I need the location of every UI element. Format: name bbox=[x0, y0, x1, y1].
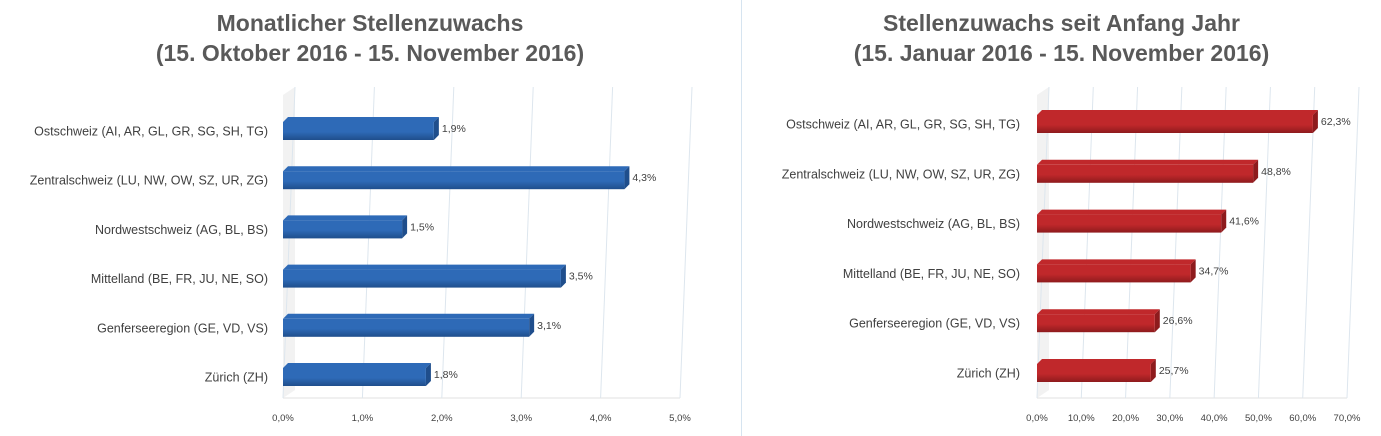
bar-top-face bbox=[283, 313, 535, 319]
bar-value-label: 1,5% bbox=[410, 221, 434, 233]
bar-top-face bbox=[1037, 110, 1318, 115]
gridline bbox=[600, 86, 614, 399]
bar-value-label: 4,3% bbox=[632, 172, 656, 184]
chart-left: Monatlicher Stellenzuwachs (15. Oktober … bbox=[0, 8, 740, 424]
x-tick-label: 70,0% bbox=[1334, 413, 1361, 424]
chart-title-line-2: (15. Oktober 2016 - 15. November 2016) bbox=[155, 40, 585, 66]
bar bbox=[1037, 364, 1151, 382]
bar-value-label: 1,9% bbox=[442, 123, 466, 135]
gridline bbox=[1302, 86, 1316, 399]
bar-value-label: 41,6% bbox=[1229, 216, 1259, 228]
bar bbox=[283, 220, 403, 239]
category-label: Nordwestschweiz (AG, BL, BS) bbox=[95, 223, 268, 237]
bar-top-face bbox=[283, 264, 566, 270]
x-tick-label: 0,0% bbox=[1026, 413, 1048, 424]
bar-top-face bbox=[1037, 159, 1259, 165]
x-tick-label: 0,0% bbox=[272, 413, 294, 424]
bar-top-face bbox=[283, 117, 439, 122]
category-label: Genferseeregion (GE, VD, VS) bbox=[97, 321, 268, 335]
gridline bbox=[1257, 86, 1271, 399]
bar-end-face bbox=[1312, 110, 1318, 133]
x-tick-label: 20,0% bbox=[1112, 413, 1139, 424]
bar-end-face bbox=[624, 166, 630, 190]
category-label: Ostschweiz (AI, AR, GL, GR, SG, SH, TG) bbox=[34, 125, 268, 139]
bar bbox=[283, 171, 625, 190]
category-label: Ostschweiz (AI, AR, GL, GR, SG, SH, TG) bbox=[786, 118, 1020, 132]
bar bbox=[1037, 314, 1155, 333]
gridline bbox=[520, 86, 534, 399]
bar-top-face bbox=[283, 215, 408, 221]
gridline bbox=[1080, 86, 1094, 399]
bar-end-face bbox=[433, 117, 439, 140]
bar-end-face bbox=[1190, 259, 1196, 283]
gridline bbox=[1125, 86, 1139, 399]
bar-value-label: 48,8% bbox=[1261, 166, 1291, 178]
bar-top-face bbox=[1037, 209, 1227, 215]
bar-value-label: 26,6% bbox=[1163, 315, 1193, 327]
bar bbox=[283, 368, 426, 386]
category-label: Genferseeregion (GE, VD, VS) bbox=[849, 317, 1020, 331]
bar-value-label: 34,7% bbox=[1199, 265, 1229, 277]
x-tick-label: 10,0% bbox=[1068, 413, 1095, 424]
chart-title: Stellenzuwachs seit Anfang Jahr (15. Jan… bbox=[742, 8, 1381, 68]
x-tick-label: 5,0% bbox=[669, 413, 691, 424]
bar bbox=[1037, 264, 1191, 283]
category-label: Mittelland (BE, FR, JU, NE, SO) bbox=[843, 267, 1020, 281]
bar bbox=[1037, 164, 1254, 183]
bar bbox=[283, 269, 561, 288]
gridline bbox=[1346, 86, 1360, 399]
x-tick-label: 2,0% bbox=[431, 413, 453, 424]
bar-top-face bbox=[1037, 259, 1196, 265]
category-label: Zürich (ZH) bbox=[205, 371, 268, 385]
bar-value-label: 3,5% bbox=[569, 271, 593, 283]
bar-end-face bbox=[425, 363, 431, 386]
bar-end-face bbox=[529, 313, 535, 337]
bar-chart-right: 0,0% 10,0% 20,0% 30,0% 40,0% 50,0% 60,0% 70,0% O… bbox=[782, 86, 1361, 424]
bar-end-face bbox=[1150, 359, 1156, 382]
chart-right: Stellenzuwachs seit Anfang Jahr (15. Jan… bbox=[742, 0, 1381, 436]
category-label: Nordwestschweiz (AG, BL, BS) bbox=[847, 217, 1020, 231]
chart-title-line-2: (15. Januar 2016 - 15. November 2016) bbox=[853, 40, 1270, 66]
x-tick-label: 60,0% bbox=[1289, 413, 1316, 424]
bar bbox=[1037, 214, 1222, 233]
bar-value-label: 3,1% bbox=[537, 320, 561, 332]
bar-value-label: 25,7% bbox=[1159, 365, 1189, 377]
bar-top-face bbox=[1037, 359, 1156, 364]
category-label: Zentralschweiz (LU, NW, OW, SZ, UR, ZG) bbox=[782, 167, 1020, 181]
x-tick-label: 1,0% bbox=[352, 413, 374, 424]
x-tick-label: 50,0% bbox=[1245, 413, 1272, 424]
bar-end-face bbox=[402, 215, 408, 239]
bar-end-face bbox=[1253, 159, 1259, 183]
bar-end-face bbox=[560, 264, 566, 288]
x-tick-label: 30,0% bbox=[1156, 413, 1183, 424]
bar bbox=[283, 122, 434, 140]
bar-value-label: 1,8% bbox=[434, 369, 458, 381]
gridline bbox=[1169, 86, 1183, 399]
gridline bbox=[1213, 86, 1227, 399]
gridline bbox=[441, 86, 455, 399]
bar-top-face bbox=[283, 166, 630, 172]
bar bbox=[1037, 115, 1313, 133]
panel-divider bbox=[741, 0, 742, 436]
chart-title-line-1: Monatlicher Stellenzuwachs bbox=[216, 10, 524, 36]
chart-title: Monatlicher Stellenzuwachs (15. Oktober … bbox=[0, 8, 740, 68]
bar-top-face bbox=[283, 363, 431, 368]
bar-top-face bbox=[1037, 309, 1160, 315]
bar-value-label: 62,3% bbox=[1321, 116, 1351, 128]
x-tick-label: 3,0% bbox=[510, 413, 532, 424]
bar-chart-left: 0,0% 1,0% 2,0% 3,0% 4,0% 5,0% Ostschweiz (AI, … bbox=[30, 86, 693, 424]
gridline bbox=[679, 86, 693, 399]
chart-title-line-1: Stellenzuwachs seit Anfang Jahr bbox=[882, 10, 1241, 36]
category-label: Zürich (ZH) bbox=[957, 367, 1020, 381]
gridline bbox=[1036, 86, 1050, 399]
x-tick-label: 40,0% bbox=[1201, 413, 1228, 424]
category-label: Mittelland (BE, FR, JU, NE, SO) bbox=[91, 272, 268, 286]
bar-end-face bbox=[1154, 309, 1160, 333]
category-label: Zentralschweiz (LU, NW, OW, SZ, UR, ZG) bbox=[30, 174, 268, 188]
x-tick-label: 4,0% bbox=[590, 413, 612, 424]
bar bbox=[283, 318, 530, 337]
bar-end-face bbox=[1221, 209, 1227, 233]
